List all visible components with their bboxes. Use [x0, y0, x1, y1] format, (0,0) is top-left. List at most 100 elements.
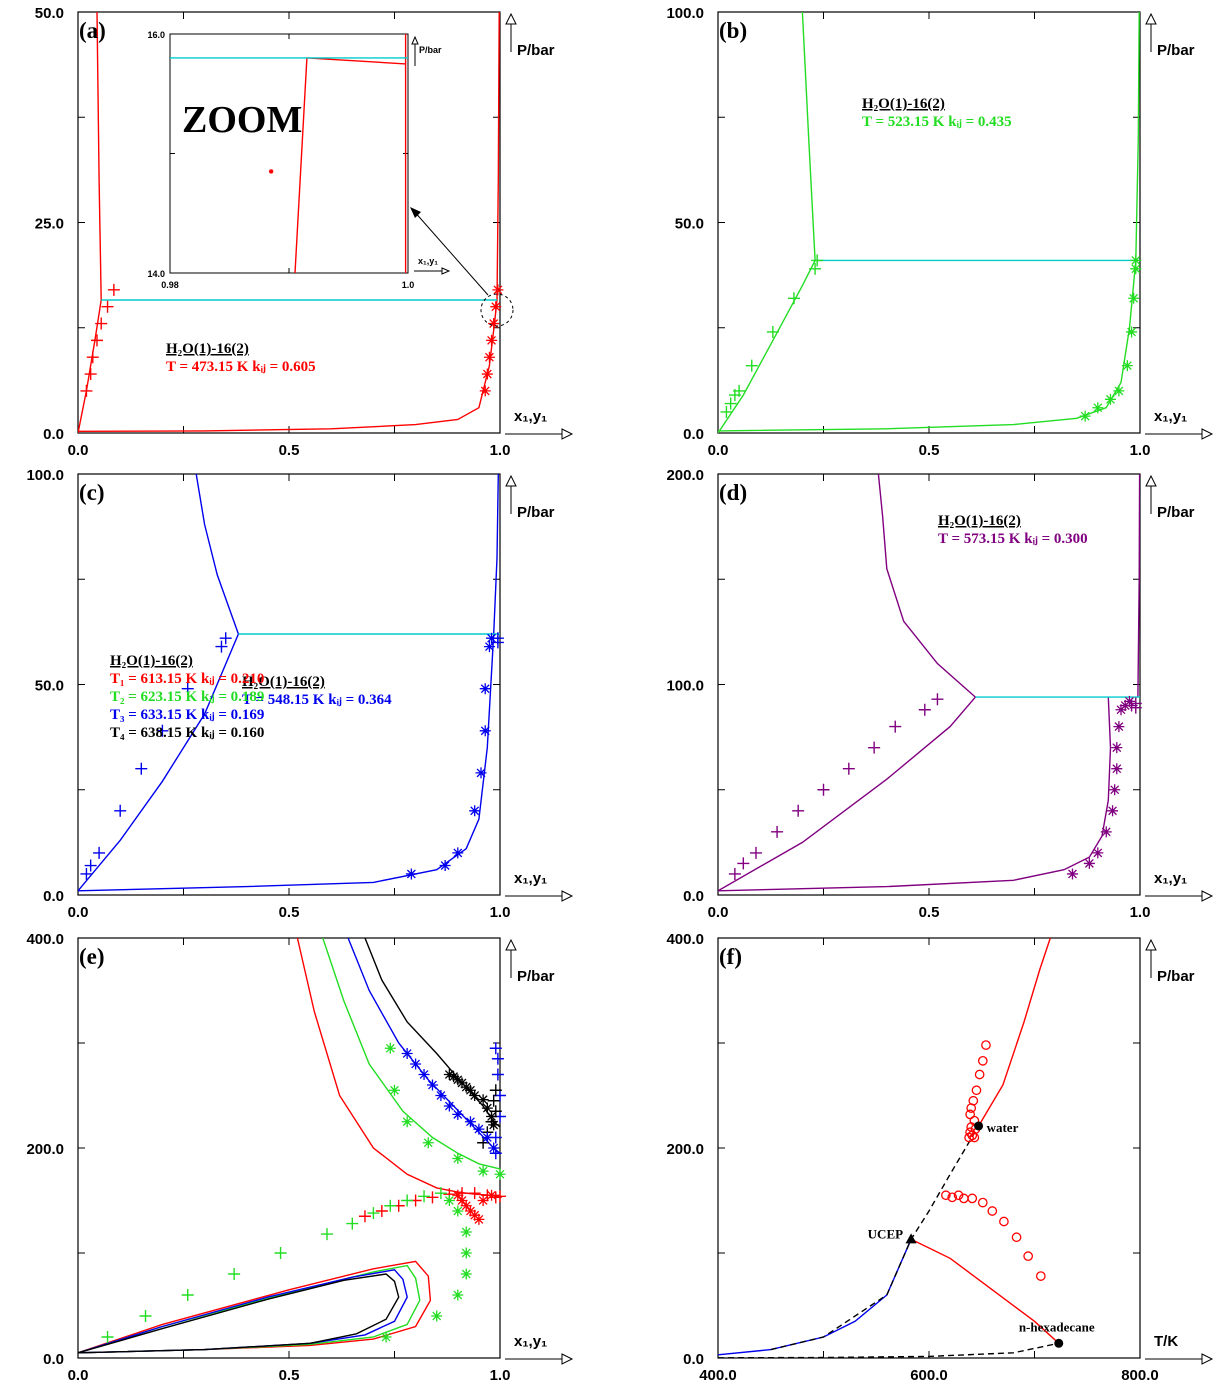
legend-entry: T₁ = 613.15 K kᵢⱼ = 0.210	[110, 671, 264, 687]
panel-c: 0.0 0.5 1.0 0.0 50.0 100.0 P/bar x₁,y₁ (c) H₂O(1)…	[26, 467, 574, 921]
star-marker	[452, 847, 464, 859]
x-arrow-head	[561, 428, 574, 440]
star-marker	[1128, 292, 1140, 304]
star-marker	[479, 385, 491, 397]
inset-y-tick-label: 14.0	[147, 269, 165, 279]
circle-marker	[968, 1095, 979, 1106]
y-arrow-head	[1145, 12, 1157, 25]
panel-f-series-1-line	[910, 1238, 1060, 1344]
plus-marker	[401, 1194, 414, 1207]
plus-marker	[181, 1289, 194, 1301]
star-marker	[460, 1247, 472, 1259]
x-axis-label: x₁,y₁	[514, 408, 547, 425]
panel-e-series-14-markers	[401, 1048, 500, 1154]
plus-marker	[868, 741, 881, 754]
star-marker	[431, 1310, 443, 1322]
plus-marker	[724, 397, 737, 410]
y-tick-label: 100.0	[26, 467, 64, 484]
inset-frame	[169, 33, 409, 274]
star-marker	[448, 1071, 460, 1083]
legend-title: H₂O(1)-16(2)	[166, 341, 249, 357]
x-axis-label: x₁,y₁	[514, 870, 547, 887]
circle-marker	[967, 1193, 978, 1204]
plus-marker	[817, 783, 830, 796]
zoom-inset: 0.98 1.0 14.0 16.0 ZOOM P/bar x₁,y₁	[147, 30, 514, 327]
circle-marker	[947, 1192, 958, 1203]
triangle-marker	[905, 1233, 917, 1244]
legend-title: H₂O(1)-16(2)	[110, 653, 193, 669]
inset-y-label: P/bar	[419, 45, 442, 55]
y-arrow-head	[1145, 938, 1157, 951]
star-marker	[1130, 254, 1142, 266]
y-tick-label: 0.0	[683, 426, 704, 443]
circle-marker	[999, 1216, 1009, 1227]
star-marker	[410, 1058, 422, 1070]
y-axis-label: P/bar	[1157, 968, 1195, 985]
panel-b: 0.0 0.5 1.0 0.0 50.0 100.0 P/bar x₁,y₁ (b) H₂O(1)…	[666, 5, 1214, 459]
panel-e: 0.0 0.5 1.0 0.0 200.0 400.0 P/bar x₁,y₁ (e) H₂O(1…	[26, 653, 574, 1384]
star-marker	[1083, 857, 1095, 869]
star-marker	[452, 1289, 464, 1301]
plus-marker	[101, 1331, 114, 1343]
plus-marker	[139, 1310, 152, 1322]
star-marker	[1130, 263, 1142, 275]
star-marker	[452, 1189, 464, 1201]
y-tick-label: 0.0	[43, 888, 64, 905]
plus-marker	[101, 300, 114, 313]
plus-marker	[720, 405, 733, 418]
circle-marker	[981, 1040, 991, 1050]
star-marker	[469, 1209, 481, 1221]
zoom-region-circle	[480, 293, 514, 327]
panel-label: (d)	[719, 480, 747, 505]
panel-a: 0.0 0.5 1.0 0.0 25.0 50.0 P/bar x₁,y₁ (a) H₂O(1)-…	[35, 5, 574, 459]
star-marker	[1079, 410, 1091, 422]
x-tick-label: 600.0	[910, 1367, 948, 1384]
panel-f-series-2-line	[977, 938, 1051, 1127]
plus-marker	[491, 1068, 504, 1081]
star-marker	[1111, 742, 1123, 754]
y-tick-label: 100.0	[666, 5, 704, 22]
panel-e-series-0-line	[78, 1260, 432, 1354]
panel-a-series-5-markers	[80, 283, 120, 397]
plus-marker	[358, 1210, 371, 1223]
circle-marker	[941, 1190, 951, 1201]
plus-marker	[771, 825, 784, 838]
x-axis-label: T/K	[1154, 1333, 1178, 1350]
star-marker	[488, 1142, 500, 1154]
y-tick-label: 25.0	[35, 216, 64, 233]
y-arrow-head	[505, 474, 517, 487]
panel-e-series-5-line	[322, 938, 500, 1170]
x-tick-label: 0.5	[919, 442, 940, 459]
star-marker	[1066, 868, 1078, 880]
star-marker	[422, 1137, 434, 1149]
plus-marker	[494, 1190, 506, 1203]
x-tick-label: 1.0	[490, 442, 511, 459]
star-marker	[486, 1111, 498, 1122]
panel-a-series-3-line	[496, 12, 500, 301]
plus-marker	[931, 693, 944, 706]
star-marker	[443, 1069, 455, 1080]
plus-marker	[114, 804, 127, 817]
x-tick-label: 0.5	[279, 904, 300, 921]
plus-marker	[135, 762, 148, 775]
star-marker	[1092, 847, 1104, 859]
y-tick-label: 200.0	[666, 467, 704, 484]
panel-f-series-5-markers	[941, 1040, 1046, 1281]
star-marker	[475, 767, 487, 779]
inset-y-arrow-head	[411, 35, 419, 45]
panel-a-series-6-markers	[479, 284, 504, 397]
plus-marker	[418, 1190, 431, 1203]
star-marker	[456, 1195, 468, 1206]
inset-series-0-line	[294, 57, 308, 273]
star-marker	[460, 1081, 472, 1093]
y-axis-label: P/bar	[517, 968, 555, 985]
plus-marker	[320, 1228, 333, 1241]
panel-c-series-1-line	[78, 633, 240, 892]
panel-b-series-1-line	[718, 260, 816, 433]
star-marker	[488, 318, 500, 330]
star-marker	[477, 1195, 489, 1206]
star-marker	[452, 1108, 464, 1120]
star-marker	[479, 683, 491, 695]
panel-f-series-0-line	[718, 1239, 912, 1356]
plus-marker	[95, 317, 108, 330]
